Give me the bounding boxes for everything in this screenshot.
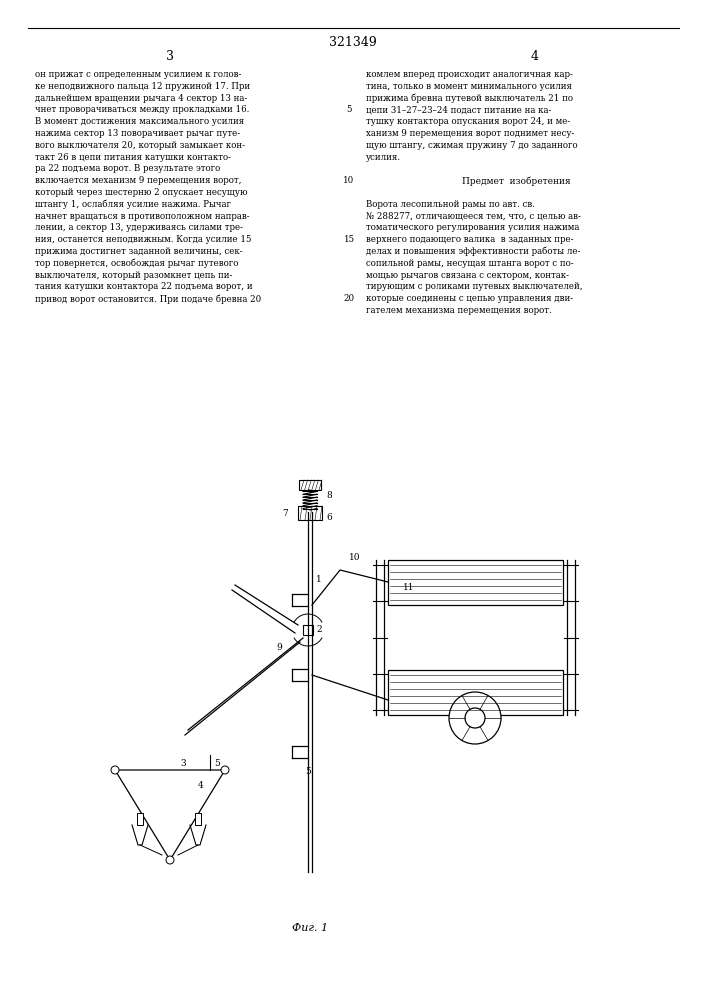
Circle shape [166,856,174,864]
Text: сопильной рамы, несущая штанга ворот с по-: сопильной рамы, несущая штанга ворот с п… [366,259,573,268]
Text: усилия.: усилия. [366,153,401,162]
Text: 9: 9 [276,644,282,652]
Text: 3: 3 [166,49,174,62]
Text: 321349: 321349 [329,35,377,48]
Text: делах и повышения эффективности работы ле-: делах и повышения эффективности работы л… [366,247,580,256]
Bar [388,670,563,715]
Text: ра 22 подъема ворот. В результате этого: ра 22 подъема ворот. В результате этого [35,164,221,173]
Text: 5: 5 [346,105,352,114]
Text: мощью рычагов связана с сектором, контак-: мощью рычагов связана с сектором, контак… [366,271,569,280]
Text: который через шестерню 2 опускает несущую: который через шестерню 2 опускает несущу… [35,188,247,197]
Bar [137,813,143,825]
Bar [303,625,313,635]
Text: 20: 20 [344,294,355,303]
Text: 10: 10 [344,176,355,185]
Text: 7: 7 [282,508,288,518]
Circle shape [111,766,119,774]
Text: 3: 3 [180,758,186,768]
Text: 6: 6 [326,512,332,522]
Text: тор повернется, освобождая рычаг путевого: тор повернется, освобождая рычаг путевог… [35,259,238,268]
Text: комлем вперед происходит аналогичная кар-: комлем вперед происходит аналогичная кар… [366,70,573,79]
Text: В момент достижения максимального усилия: В момент достижения максимального усилия [35,117,244,126]
Text: ханизм 9 перемещения ворот поднимет несу-: ханизм 9 перемещения ворот поднимет несу… [366,129,574,138]
Text: верхнего подающего валика  в заданных пре-: верхнего подающего валика в заданных пре… [366,235,573,244]
Text: такт 26 в цепи питания катушки контакто-: такт 26 в цепи питания катушки контакто- [35,153,231,162]
Text: Ворота лесопильной рамы по авт. св.: Ворота лесопильной рамы по авт. св. [366,200,535,209]
Text: 11: 11 [403,583,414,592]
Text: 8: 8 [326,490,332,499]
Text: прижима бревна путевой выключатель 21 по: прижима бревна путевой выключатель 21 по [366,94,573,103]
Text: томатического регулирования усилия нажима: томатического регулирования усилия нажим… [366,223,579,232]
Text: прижима достигнет заданной величины, сек-: прижима достигнет заданной величины, сек… [35,247,243,256]
Circle shape [221,766,229,774]
Bar [298,506,322,520]
Text: 2: 2 [316,626,322,635]
Text: лении, а сектор 13, удерживаясь силами тре-: лении, а сектор 13, удерживаясь силами т… [35,223,243,232]
Text: которые соединены с цепью управления дви-: которые соединены с цепью управления дви… [366,294,573,303]
Text: 10: 10 [349,553,361,562]
Text: выключателя, который разомкнет цепь пи-: выключателя, который разомкнет цепь пи- [35,271,233,280]
Text: ке неподвижного пальца 12 пружиной 17. При: ке неподвижного пальца 12 пружиной 17. П… [35,82,250,91]
Circle shape [449,692,501,744]
Text: щую штангу, сжимая пружину 7 до заданного: щую штангу, сжимая пружину 7 до заданног… [366,141,578,150]
Text: нажима сектор 13 поворачивает рычаг путе-: нажима сектор 13 поворачивает рычаг путе… [35,129,240,138]
Text: начнет вращаться в противоположном направ-: начнет вращаться в противоположном напра… [35,212,250,221]
Text: 15: 15 [344,235,355,244]
Bar [299,480,321,490]
Text: дальнейшем вращении рычага 4 сектор 13 на-: дальнейшем вращении рычага 4 сектор 13 н… [35,94,247,103]
Bar [195,813,201,825]
Text: 1: 1 [316,576,322,584]
Text: гателем механизма перемещения ворот.: гателем механизма перемещения ворот. [366,306,551,315]
Text: штангу 1, ослабляя усилие нажима. Рычаг: штангу 1, ослабляя усилие нажима. Рычаг [35,200,231,209]
Text: тина, только в момент минимального усилия: тина, только в момент минимального усили… [366,82,572,91]
Text: ния, останется неподвижным. Когда усилие 15: ния, останется неподвижным. Когда усилие… [35,235,252,244]
Text: № 288277, отличающееся тем, что, с целью ав-: № 288277, отличающееся тем, что, с целью… [366,212,581,221]
Text: чнет проворачиваться между прокладками 16.: чнет проворачиваться между прокладками 1… [35,105,250,114]
Text: 4: 4 [198,780,204,790]
Text: вого выключателя 20, который замыкает кон-: вого выключателя 20, который замыкает ко… [35,141,245,150]
Text: цепи 31–27–23–24 подаст питание на ка-: цепи 31–27–23–24 подаст питание на ка- [366,105,551,114]
Text: 5: 5 [305,768,311,776]
Text: Фиг. 1: Фиг. 1 [292,923,328,933]
Text: 5: 5 [214,758,220,768]
Text: привод ворот остановится. При подаче бревна 20: привод ворот остановится. При подаче бре… [35,294,262,304]
Text: тания катушки контактора 22 подъема ворот, и: тания катушки контактора 22 подъема воро… [35,282,252,291]
Text: включается механизм 9 перемещения ворот,: включается механизм 9 перемещения ворот, [35,176,242,185]
Polygon shape [115,770,225,860]
Text: тушку контактора опускания ворот 24, и ме-: тушку контактора опускания ворот 24, и м… [366,117,571,126]
Circle shape [465,708,485,728]
Text: 4: 4 [531,49,539,62]
Text: он прижат с определенным усилием к голов-: он прижат с определенным усилием к голов… [35,70,241,79]
Bar [388,560,563,605]
Text: Предмет  изобретения: Предмет изобретения [462,176,571,186]
Text: тирующим с роликами путевых выключателей,: тирующим с роликами путевых выключателей… [366,282,583,291]
